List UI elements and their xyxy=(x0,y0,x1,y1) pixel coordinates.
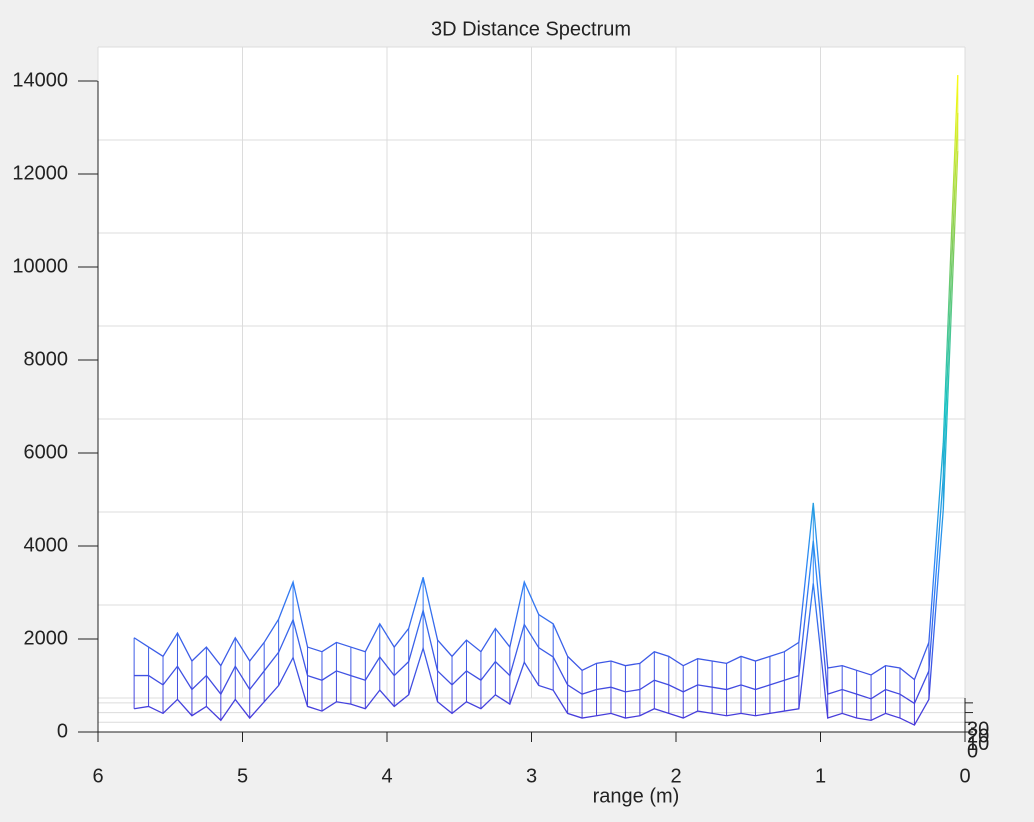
mesh-line xyxy=(133,75,959,681)
y-tick-label: 0 xyxy=(57,720,68,742)
z-tick-label: 20 xyxy=(967,726,989,748)
y-tick-label: 12000 xyxy=(12,162,68,184)
mesh-line xyxy=(134,150,959,726)
x-tick-label: 0 xyxy=(959,765,970,787)
mesh xyxy=(133,75,959,726)
x-tick-label: 2 xyxy=(670,765,681,787)
z-tick-label: 10 xyxy=(967,733,989,755)
z-tick-label: 0 xyxy=(967,740,978,762)
x-tick-label: 4 xyxy=(381,765,392,787)
mesh-line xyxy=(134,112,959,705)
x-tick-label: 3 xyxy=(526,765,537,787)
x-tick-label: 5 xyxy=(237,765,248,787)
y-tick-label: 10000 xyxy=(12,255,68,277)
x-axis-label: range (m) xyxy=(593,785,680,807)
y-tick-label: 6000 xyxy=(24,441,69,463)
y-tick-label: 2000 xyxy=(24,627,69,649)
y-tick-label: 14000 xyxy=(12,69,68,91)
z-tick-label: 30 xyxy=(967,718,989,740)
chart-title: 3D Distance Spectrum xyxy=(431,18,631,40)
y-tick-label: 4000 xyxy=(24,534,69,556)
x-tick-label: 6 xyxy=(92,765,103,787)
y-tick-label: 8000 xyxy=(24,348,69,370)
x-tick-label: 1 xyxy=(815,765,826,787)
